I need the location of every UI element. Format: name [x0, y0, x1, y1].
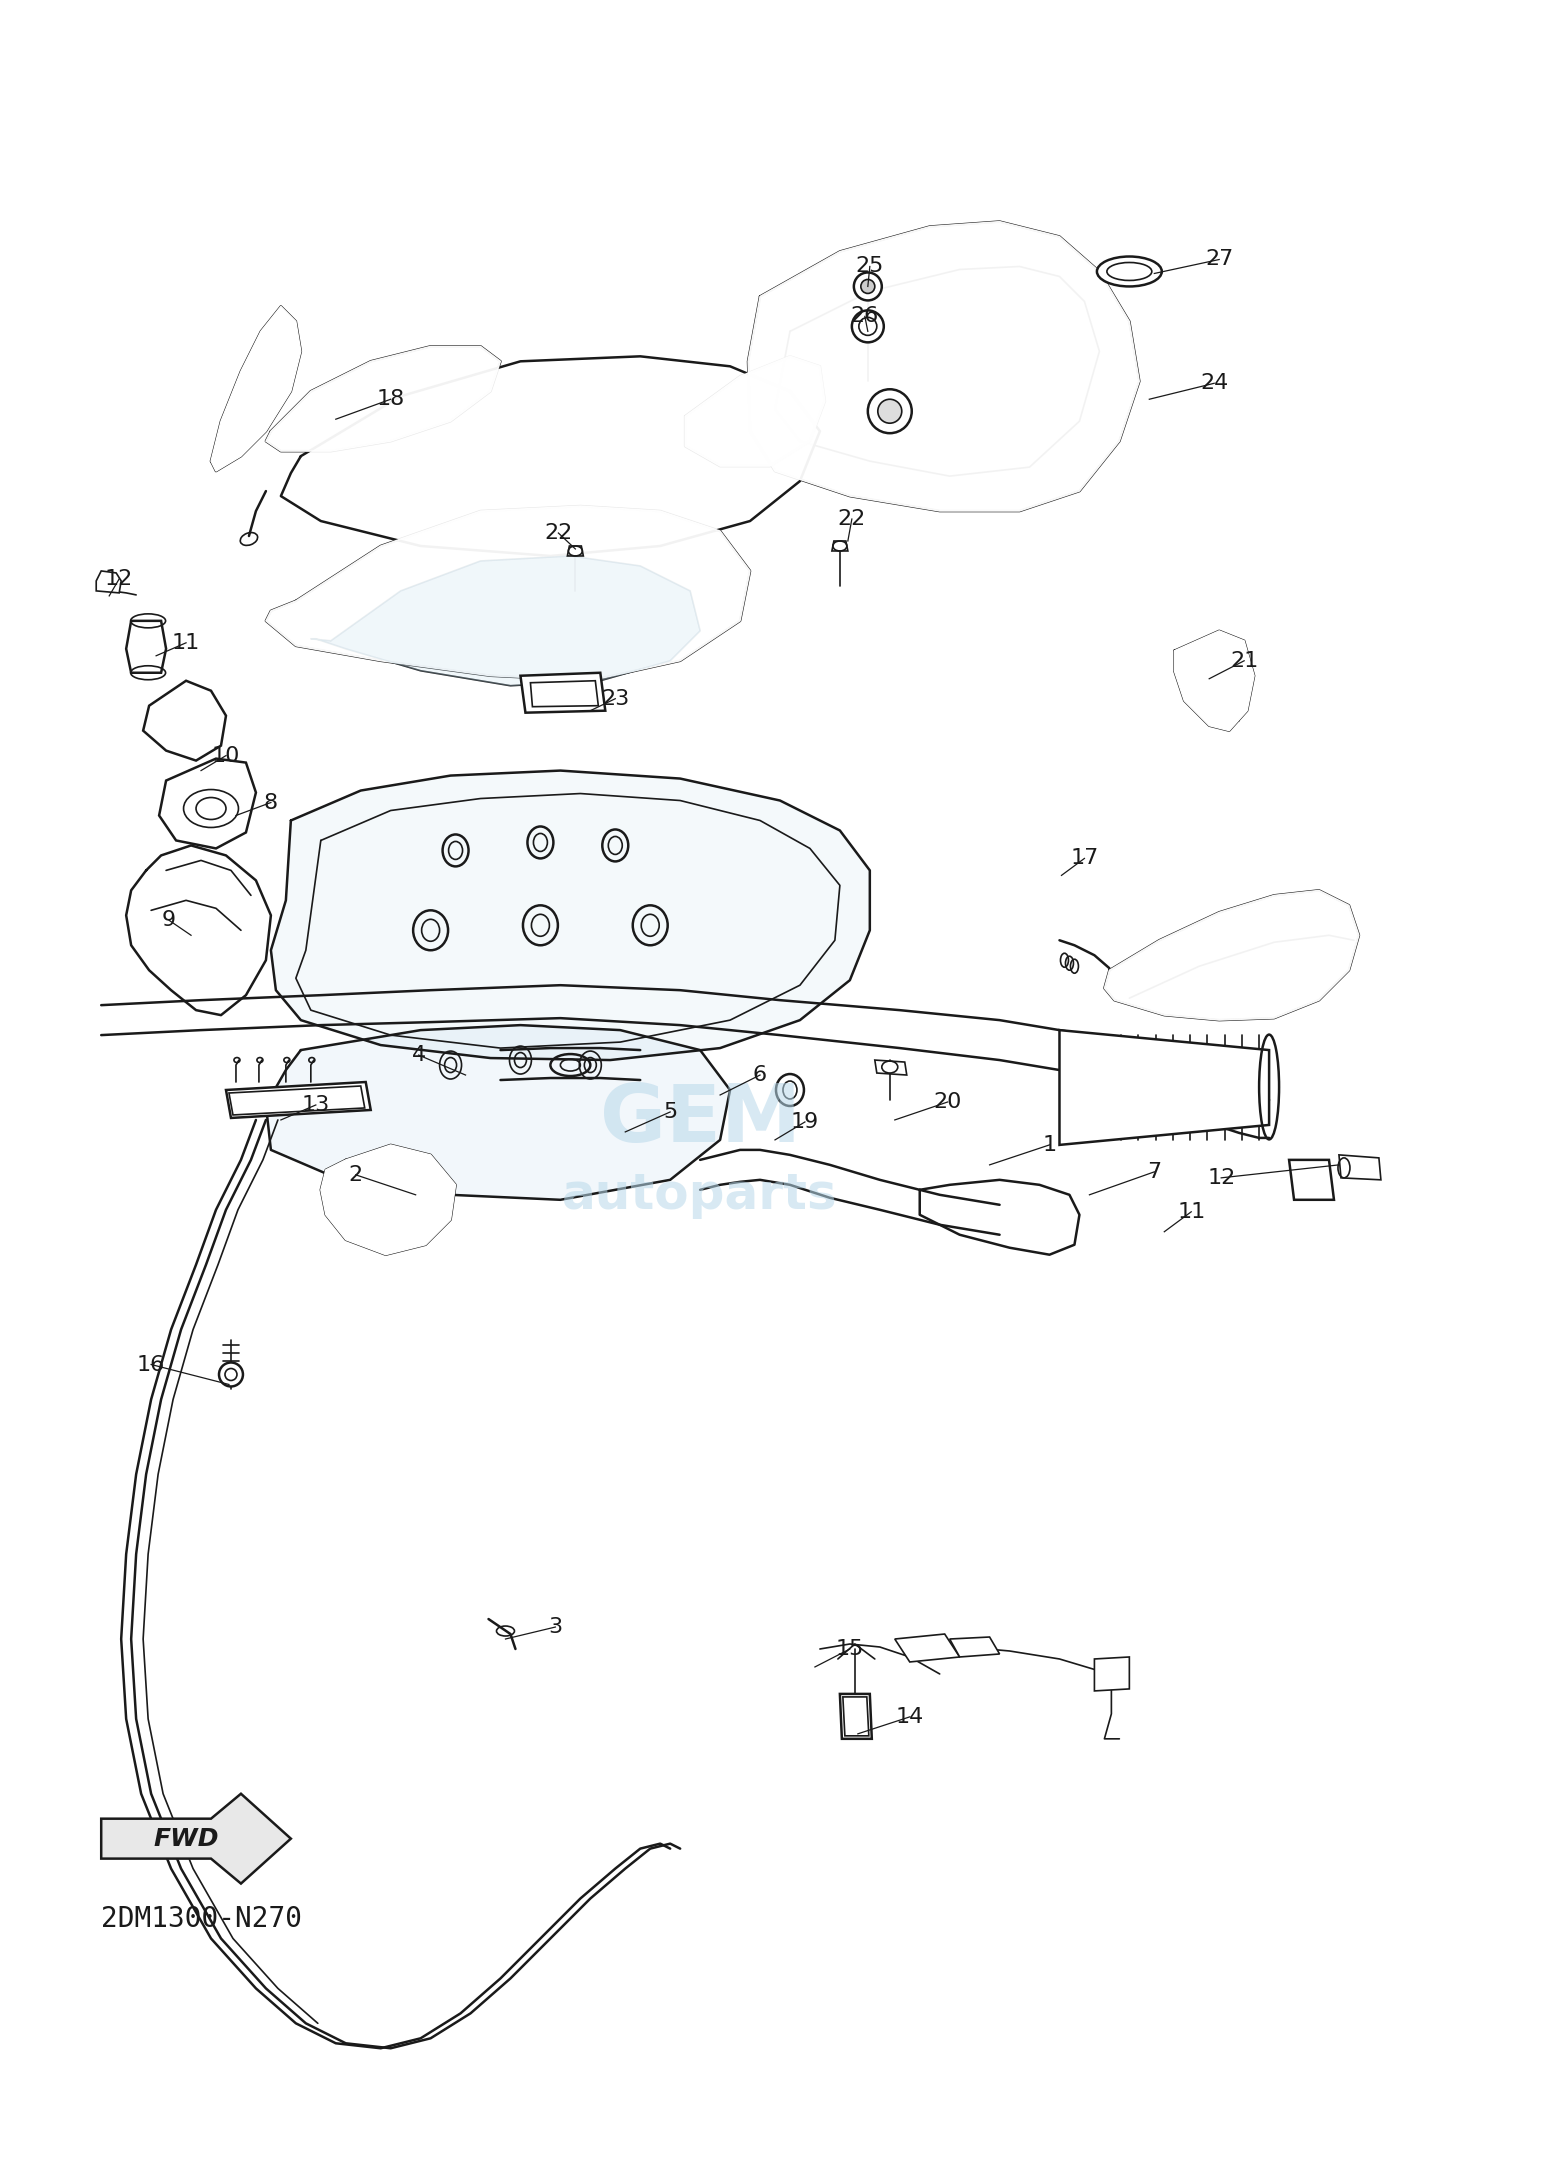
- Polygon shape: [126, 846, 271, 1016]
- Circle shape: [851, 310, 884, 342]
- Circle shape: [868, 390, 911, 434]
- Polygon shape: [281, 355, 820, 556]
- Polygon shape: [1175, 630, 1254, 730]
- Polygon shape: [748, 222, 1140, 510]
- Text: autoparts: autoparts: [563, 1171, 837, 1219]
- Text: 25: 25: [856, 257, 884, 277]
- Text: 9: 9: [162, 911, 176, 931]
- Text: 22: 22: [544, 523, 572, 543]
- Text: 27: 27: [1204, 249, 1234, 270]
- Polygon shape: [321, 1144, 455, 1256]
- Text: 7: 7: [1147, 1162, 1161, 1182]
- Text: 1: 1: [1042, 1136, 1056, 1155]
- Circle shape: [219, 1362, 244, 1386]
- Polygon shape: [102, 1794, 291, 1884]
- Polygon shape: [840, 1694, 871, 1740]
- Text: 2: 2: [348, 1164, 362, 1186]
- Polygon shape: [143, 680, 227, 761]
- Polygon shape: [919, 1179, 1079, 1256]
- Text: 10: 10: [211, 746, 241, 765]
- Text: 13: 13: [302, 1094, 330, 1114]
- Polygon shape: [126, 621, 167, 674]
- Text: 26: 26: [851, 307, 879, 327]
- Polygon shape: [521, 674, 606, 713]
- Polygon shape: [96, 571, 122, 593]
- Text: 23: 23: [601, 689, 629, 708]
- Polygon shape: [271, 770, 870, 1059]
- Circle shape: [860, 279, 874, 294]
- Text: 19: 19: [791, 1112, 819, 1131]
- Circle shape: [854, 272, 882, 301]
- Polygon shape: [1289, 1160, 1334, 1199]
- Polygon shape: [567, 545, 583, 556]
- Polygon shape: [265, 347, 501, 451]
- Text: 8: 8: [264, 794, 278, 813]
- Polygon shape: [227, 1081, 370, 1118]
- Text: 12: 12: [1207, 1168, 1235, 1188]
- Polygon shape: [211, 307, 301, 471]
- Text: 20: 20: [933, 1092, 962, 1112]
- Polygon shape: [1104, 889, 1359, 1020]
- Text: 11: 11: [1177, 1201, 1206, 1221]
- Text: 17: 17: [1070, 848, 1098, 868]
- Polygon shape: [1095, 1657, 1129, 1692]
- Text: GEM: GEM: [600, 1081, 800, 1160]
- Text: 15: 15: [836, 1639, 864, 1659]
- Polygon shape: [1338, 1155, 1382, 1179]
- Polygon shape: [1059, 1031, 1269, 1144]
- Text: FWD: FWD: [153, 1827, 219, 1851]
- Polygon shape: [265, 1025, 729, 1199]
- Text: 3: 3: [549, 1618, 563, 1637]
- Text: 14: 14: [896, 1707, 924, 1727]
- Polygon shape: [102, 1794, 291, 1884]
- Polygon shape: [265, 506, 749, 680]
- Polygon shape: [843, 1696, 868, 1735]
- Text: 12: 12: [105, 569, 133, 589]
- Text: 11: 11: [171, 632, 200, 652]
- Ellipse shape: [1096, 257, 1161, 286]
- Polygon shape: [311, 556, 700, 687]
- Text: 2DM1300-N270: 2DM1300-N270: [100, 1905, 302, 1931]
- Text: 24: 24: [1200, 373, 1229, 392]
- Polygon shape: [874, 1059, 907, 1075]
- Polygon shape: [530, 680, 598, 706]
- Text: 21: 21: [1231, 652, 1258, 671]
- Text: 18: 18: [376, 390, 406, 410]
- Text: 5: 5: [663, 1101, 677, 1123]
- Polygon shape: [950, 1637, 999, 1657]
- Polygon shape: [831, 541, 848, 552]
- Polygon shape: [894, 1635, 959, 1661]
- Polygon shape: [159, 759, 256, 848]
- Text: 22: 22: [837, 510, 867, 530]
- Polygon shape: [228, 1086, 365, 1114]
- Circle shape: [877, 399, 902, 423]
- Text: 6: 6: [752, 1066, 766, 1086]
- Text: 4: 4: [412, 1044, 426, 1066]
- Polygon shape: [685, 355, 825, 467]
- Text: 16: 16: [137, 1354, 165, 1376]
